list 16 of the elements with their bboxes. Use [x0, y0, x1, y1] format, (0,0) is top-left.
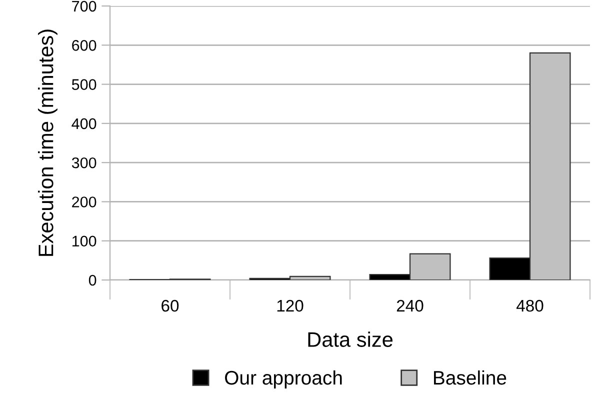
x-tick-label: 120: [277, 300, 304, 312]
y-axis-title: Execution time (minutes): [38, 30, 58, 256]
y-tick-label: 500: [72, 79, 96, 90]
y-tick-label: 300: [72, 157, 96, 168]
y-tick-label: 200: [72, 196, 96, 208]
y-tick-label: 0: [88, 274, 96, 286]
y-tick-label: 600: [72, 40, 96, 51]
legend-label: Our approach: [225, 370, 342, 389]
x-tick-label: 480: [516, 300, 544, 312]
legend-label: Baseline: [434, 370, 506, 385]
x-tick-label: 60: [162, 300, 179, 312]
x-axis-title: Data size: [308, 332, 392, 347]
y-tick-label: 700: [72, 0, 96, 12]
y-tick-label: 400: [72, 118, 96, 130]
x-tick-label: 240: [396, 300, 424, 312]
y-tick-label: 100: [72, 236, 96, 247]
